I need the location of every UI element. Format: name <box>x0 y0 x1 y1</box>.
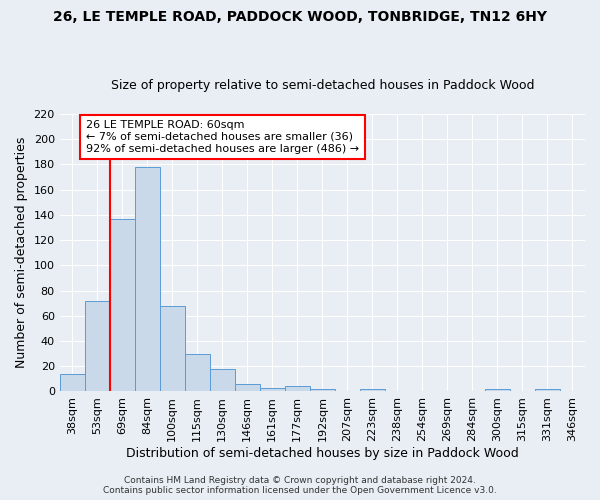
Title: Size of property relative to semi-detached houses in Paddock Wood: Size of property relative to semi-detach… <box>110 79 534 92</box>
Bar <box>260 388 285 392</box>
Bar <box>360 389 385 392</box>
Text: 26 LE TEMPLE ROAD: 60sqm
← 7% of semi-detached houses are smaller (36)
92% of se: 26 LE TEMPLE ROAD: 60sqm ← 7% of semi-de… <box>86 120 359 154</box>
Bar <box>59 374 85 392</box>
Bar <box>235 384 260 392</box>
Text: Contains HM Land Registry data © Crown copyright and database right 2024.
Contai: Contains HM Land Registry data © Crown c… <box>103 476 497 495</box>
Bar <box>85 300 110 392</box>
Bar <box>285 386 310 392</box>
Bar <box>485 389 510 392</box>
X-axis label: Distribution of semi-detached houses by size in Paddock Wood: Distribution of semi-detached houses by … <box>126 447 519 460</box>
Bar <box>535 389 560 392</box>
Bar <box>110 218 135 392</box>
Bar <box>210 369 235 392</box>
Bar <box>185 354 210 392</box>
Text: 26, LE TEMPLE ROAD, PADDOCK WOOD, TONBRIDGE, TN12 6HY: 26, LE TEMPLE ROAD, PADDOCK WOOD, TONBRI… <box>53 10 547 24</box>
Bar <box>135 167 160 392</box>
Bar <box>160 306 185 392</box>
Bar <box>310 389 335 392</box>
Y-axis label: Number of semi-detached properties: Number of semi-detached properties <box>15 137 28 368</box>
